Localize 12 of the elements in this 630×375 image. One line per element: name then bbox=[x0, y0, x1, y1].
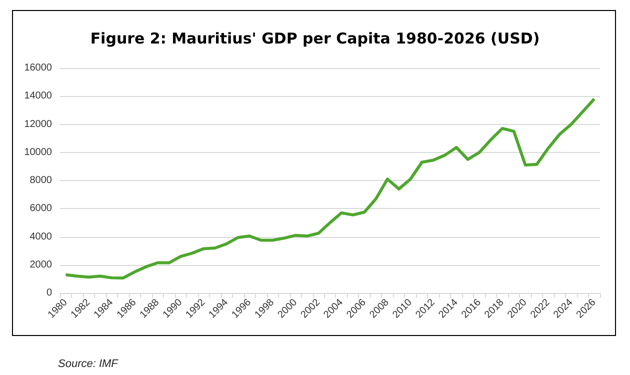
y-tick-label: 6000 bbox=[30, 203, 52, 214]
y-tick-label: 2000 bbox=[30, 259, 52, 270]
y-tick-label: 4000 bbox=[30, 231, 52, 242]
chart-title: Figure 2: Mauritius' GDP per Capita 1980-2026 (USD) bbox=[90, 30, 540, 48]
y-tick-label: 16000 bbox=[24, 62, 52, 74]
y-tick-label: 12000 bbox=[24, 118, 52, 130]
line-series bbox=[64, 97, 596, 280]
y-tick-label: 10000 bbox=[24, 146, 52, 158]
y-tick-label: 0 bbox=[46, 288, 52, 298]
y-tick-label: 8000 bbox=[30, 175, 52, 186]
source-note: Source: IMF bbox=[58, 358, 118, 370]
y-tick-label: 14000 bbox=[24, 90, 52, 102]
